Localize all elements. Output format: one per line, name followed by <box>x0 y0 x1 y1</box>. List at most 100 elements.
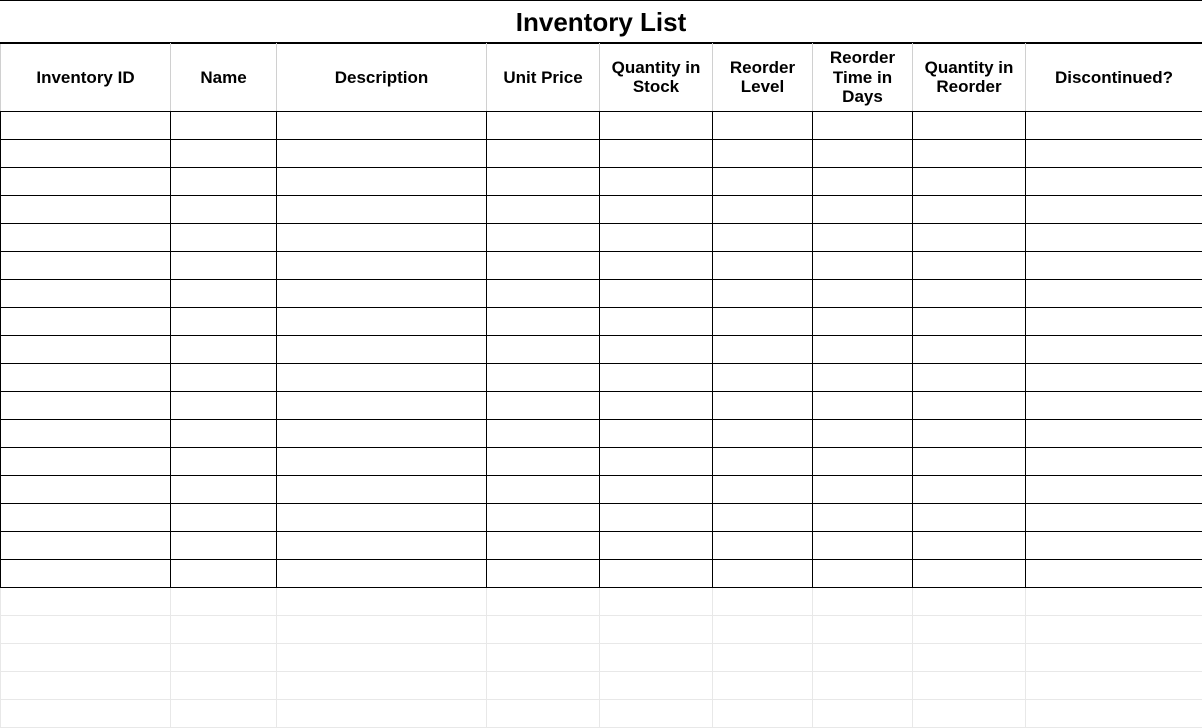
table-cell[interactable] <box>277 447 487 475</box>
table-cell[interactable] <box>1026 335 1202 363</box>
table-cell[interactable] <box>277 223 487 251</box>
table-cell[interactable] <box>813 223 913 251</box>
table-cell[interactable] <box>1 279 171 307</box>
table-cell[interactable] <box>913 699 1026 727</box>
table-cell[interactable] <box>1 643 171 671</box>
table-cell[interactable] <box>171 559 277 587</box>
table-cell[interactable] <box>813 251 913 279</box>
table-cell[interactable] <box>913 139 1026 167</box>
table-cell[interactable] <box>487 503 600 531</box>
table-cell[interactable] <box>277 671 487 699</box>
table-cell[interactable] <box>487 279 600 307</box>
table-cell[interactable] <box>277 251 487 279</box>
table-cell[interactable] <box>487 447 600 475</box>
table-cell[interactable] <box>277 531 487 559</box>
table-cell[interactable] <box>487 195 600 223</box>
table-cell[interactable] <box>1026 419 1202 447</box>
table-cell[interactable] <box>713 671 813 699</box>
table-cell[interactable] <box>713 615 813 643</box>
table-cell[interactable] <box>713 167 813 195</box>
table-cell[interactable] <box>277 195 487 223</box>
table-cell[interactable] <box>600 139 713 167</box>
table-cell[interactable] <box>713 335 813 363</box>
table-cell[interactable] <box>713 447 813 475</box>
table-cell[interactable] <box>1026 615 1202 643</box>
table-cell[interactable] <box>813 699 913 727</box>
table-cell[interactable] <box>913 111 1026 139</box>
table-cell[interactable] <box>277 615 487 643</box>
table-cell[interactable] <box>600 195 713 223</box>
table-cell[interactable] <box>1 139 171 167</box>
table-cell[interactable] <box>600 447 713 475</box>
table-cell[interactable] <box>487 559 600 587</box>
table-cell[interactable] <box>171 195 277 223</box>
table-cell[interactable] <box>171 475 277 503</box>
table-cell[interactable] <box>487 363 600 391</box>
table-cell[interactable] <box>913 335 1026 363</box>
table-cell[interactable] <box>277 587 487 615</box>
table-cell[interactable] <box>713 475 813 503</box>
table-cell[interactable] <box>713 559 813 587</box>
table-cell[interactable] <box>487 223 600 251</box>
table-cell[interactable] <box>1026 475 1202 503</box>
table-cell[interactable] <box>1 223 171 251</box>
column-header[interactable]: Reorder Time in Days <box>813 44 913 112</box>
table-cell[interactable] <box>277 111 487 139</box>
table-cell[interactable] <box>1026 643 1202 671</box>
table-cell[interactable] <box>277 279 487 307</box>
table-cell[interactable] <box>277 503 487 531</box>
table-cell[interactable] <box>600 111 713 139</box>
table-cell[interactable] <box>913 251 1026 279</box>
table-cell[interactable] <box>277 419 487 447</box>
table-cell[interactable] <box>277 307 487 335</box>
table-cell[interactable] <box>171 447 277 475</box>
table-cell[interactable] <box>600 559 713 587</box>
table-cell[interactable] <box>1026 279 1202 307</box>
table-cell[interactable] <box>813 615 913 643</box>
table-cell[interactable] <box>171 139 277 167</box>
column-header[interactable]: Unit Price <box>487 44 600 112</box>
table-cell[interactable] <box>713 223 813 251</box>
column-header[interactable]: Description <box>277 44 487 112</box>
table-cell[interactable] <box>813 391 913 419</box>
table-cell[interactable] <box>813 559 913 587</box>
table-cell[interactable] <box>277 475 487 503</box>
table-cell[interactable] <box>1026 223 1202 251</box>
table-cell[interactable] <box>171 223 277 251</box>
table-cell[interactable] <box>913 223 1026 251</box>
table-cell[interactable] <box>713 251 813 279</box>
table-cell[interactable] <box>171 587 277 615</box>
table-cell[interactable] <box>600 391 713 419</box>
table-cell[interactable] <box>171 251 277 279</box>
table-cell[interactable] <box>277 335 487 363</box>
table-cell[interactable] <box>487 419 600 447</box>
table-cell[interactable] <box>277 167 487 195</box>
table-cell[interactable] <box>713 111 813 139</box>
table-cell[interactable] <box>713 195 813 223</box>
table-cell[interactable] <box>1026 587 1202 615</box>
table-cell[interactable] <box>913 615 1026 643</box>
table-cell[interactable] <box>600 307 713 335</box>
table-cell[interactable] <box>1026 111 1202 139</box>
table-cell[interactable] <box>1 531 171 559</box>
table-cell[interactable] <box>600 223 713 251</box>
table-cell[interactable] <box>277 559 487 587</box>
table-cell[interactable] <box>813 335 913 363</box>
table-cell[interactable] <box>1026 139 1202 167</box>
table-cell[interactable] <box>813 587 913 615</box>
table-cell[interactable] <box>171 615 277 643</box>
table-cell[interactable] <box>713 643 813 671</box>
table-cell[interactable] <box>713 503 813 531</box>
table-cell[interactable] <box>277 643 487 671</box>
table-cell[interactable] <box>913 475 1026 503</box>
table-cell[interactable] <box>487 475 600 503</box>
table-cell[interactable] <box>813 195 913 223</box>
table-cell[interactable] <box>1 475 171 503</box>
table-cell[interactable] <box>487 167 600 195</box>
table-cell[interactable] <box>600 363 713 391</box>
table-cell[interactable] <box>1026 195 1202 223</box>
table-cell[interactable] <box>913 671 1026 699</box>
table-cell[interactable] <box>913 419 1026 447</box>
table-cell[interactable] <box>813 447 913 475</box>
table-cell[interactable] <box>813 671 913 699</box>
